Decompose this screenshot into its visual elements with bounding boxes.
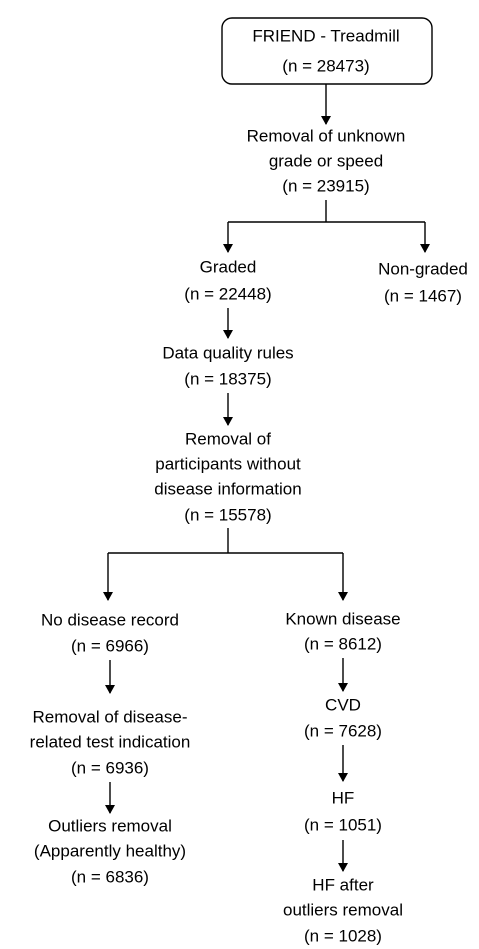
node-label: participants without	[155, 454, 301, 473]
node-label: FRIEND - Treadmill	[252, 26, 399, 45]
node-label: (n = 15578)	[184, 505, 271, 524]
node-label: grade or speed	[269, 151, 383, 170]
node-label: HF	[332, 788, 355, 807]
node-label: (Apparently healthy)	[34, 841, 186, 860]
node-label: HF after	[312, 875, 374, 894]
node-label: Graded	[200, 257, 257, 276]
node-label: (n = 1467)	[384, 286, 462, 305]
node-label: (n = 6936)	[71, 758, 149, 777]
node-label: (n = 1051)	[304, 815, 382, 834]
start-box	[221, 17, 433, 85]
node-label: (n = 7628)	[304, 721, 382, 740]
node-label: Known disease	[285, 609, 400, 628]
node-label: CVD	[325, 695, 361, 714]
node-label: Outliers removal	[48, 816, 172, 835]
node-labels: FRIEND - Treadmill (n = 28473) Removal of …	[30, 26, 468, 945]
node-label: No disease record	[41, 610, 179, 629]
connectors	[103, 84, 430, 872]
node-label: related test indication	[30, 732, 191, 751]
node-label: Data quality rules	[162, 343, 293, 362]
node-label: (n = 23915)	[282, 176, 369, 195]
node-label: (n = 8612)	[304, 634, 382, 653]
node-label: (n = 18375)	[184, 369, 271, 388]
node-label: Removal of unknown	[247, 126, 406, 145]
node-label: outliers removal	[283, 900, 403, 919]
node-label: Removal of disease-	[33, 707, 188, 726]
node-label: Non-graded	[378, 259, 468, 278]
node-label: disease information	[154, 479, 301, 498]
node-label: Removal of	[185, 429, 271, 448]
node-label: (n = 6966)	[71, 636, 149, 655]
node-label: (n = 22448)	[184, 284, 271, 303]
node-label: (n = 28473)	[282, 56, 369, 75]
node-label: (n = 1028)	[304, 926, 382, 945]
node-label: (n = 6836)	[71, 867, 149, 886]
